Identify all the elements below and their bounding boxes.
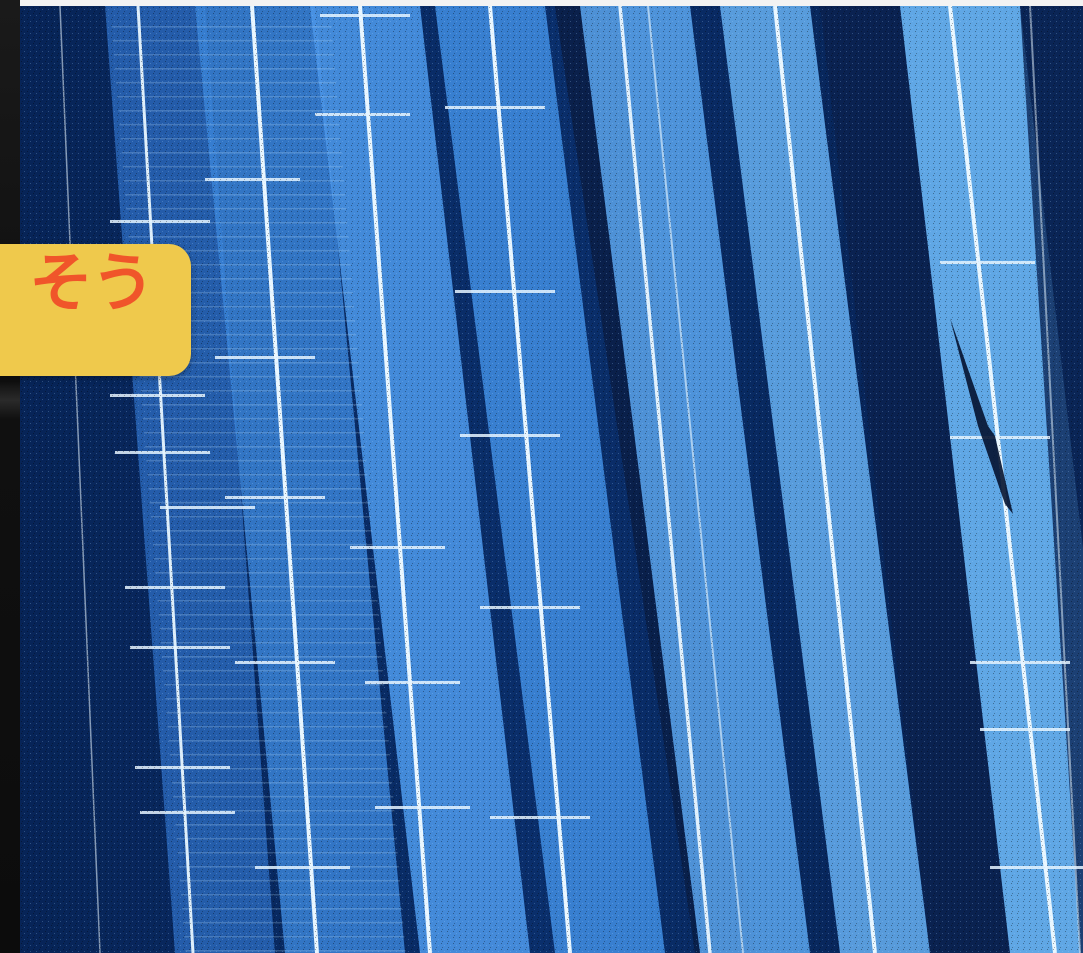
spectrum-image <box>20 6 1083 953</box>
caption-badge: そう <box>0 244 191 376</box>
caption-text: そう <box>29 246 153 322</box>
dark-border <box>0 0 20 953</box>
